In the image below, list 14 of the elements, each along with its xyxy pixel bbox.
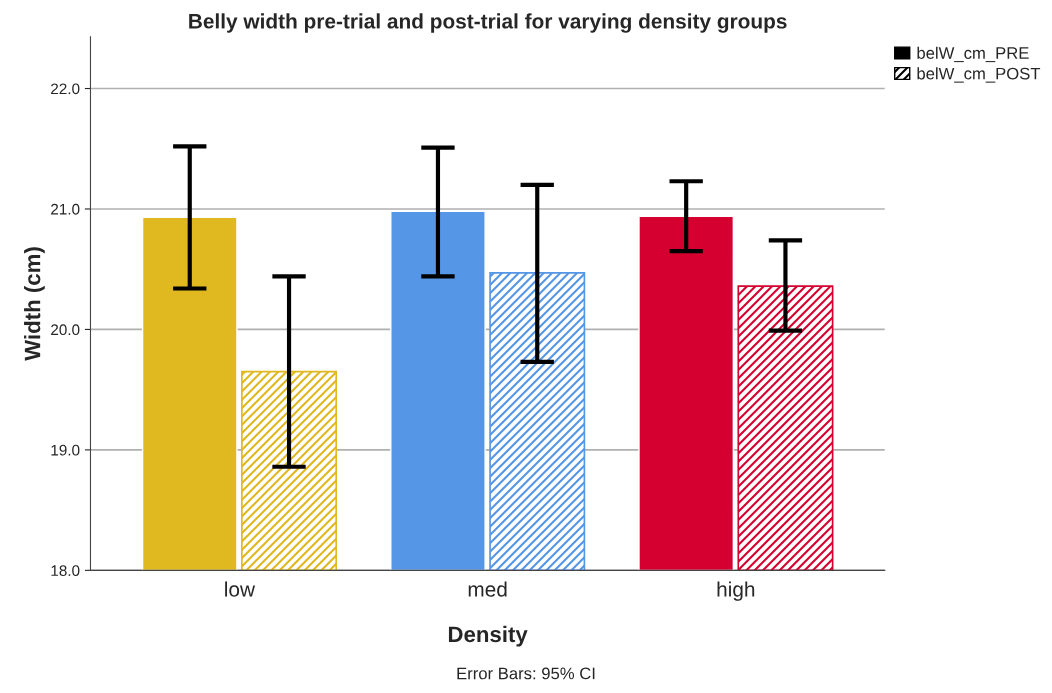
x-tick-label: med (468, 581, 507, 597)
y-tick-label: 18.0 (51, 565, 80, 577)
text: Error Bars: 95% CI (457, 667, 595, 680)
y-tick-label: 20.0 (51, 324, 80, 336)
chart-title: Belly width pre-trial and post-trial for varying density groups (189, 13, 787, 33)
text: belW_cm_POST (917, 67, 1041, 83)
y-tick-label: 22.0 (51, 83, 80, 95)
y-axis-title: Width (cm) (24, 247, 45, 361)
y-tick-label: 21.0 (51, 203, 80, 215)
x-tick-label: low (225, 581, 256, 597)
y-tick-label: 19.0 (51, 444, 80, 456)
x-axis-title: Density (448, 625, 528, 647)
text: belW_cm_PRE (917, 46, 1029, 63)
x-tick-label: high (717, 581, 755, 601)
